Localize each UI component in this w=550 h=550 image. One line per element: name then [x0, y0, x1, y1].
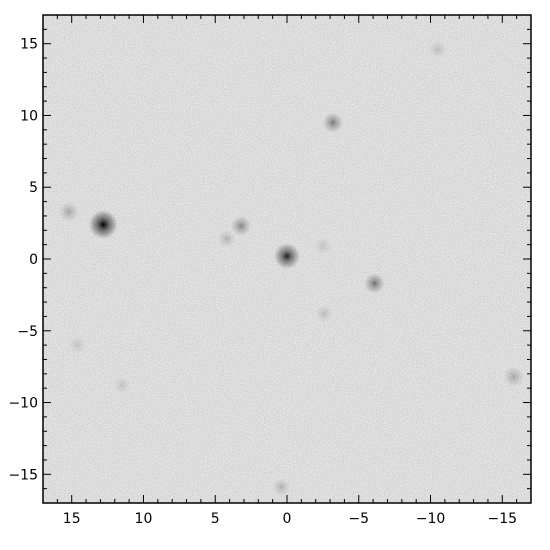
- source-blob: [429, 40, 447, 59]
- axis-tick-labels: 15 10 5 0 −5 −10 −15 15 10 5 0 −5 −10 −15: [8, 37, 517, 527]
- source-blob: [58, 201, 79, 222]
- source-blob: [272, 478, 290, 496]
- y-tick-label: −10: [8, 396, 38, 412]
- source-blob: [231, 215, 252, 237]
- source-blob: [322, 112, 343, 133]
- x-tick-label: 5: [211, 511, 220, 527]
- source-blob: [315, 304, 333, 323]
- sources: [58, 40, 524, 496]
- source-blob: [113, 376, 131, 394]
- y-tick-label: −15: [8, 467, 38, 483]
- y-tick-label: −5: [17, 324, 38, 340]
- source-blob: [88, 210, 118, 239]
- source-blob: [314, 237, 332, 255]
- source-blob: [68, 336, 87, 354]
- x-tick-label: 10: [135, 511, 153, 527]
- y-tick-label: 0: [29, 252, 38, 268]
- x-tick-label: −5: [348, 511, 369, 527]
- source-blob: [218, 230, 236, 248]
- y-tick-label: 15: [20, 37, 38, 53]
- image-area: [43, 15, 531, 503]
- x-tick-label: −15: [488, 511, 518, 527]
- source-blob: [274, 243, 300, 270]
- x-tick-label: 15: [63, 511, 81, 527]
- x-tick-label: 0: [283, 511, 292, 527]
- y-tick-label: 10: [20, 108, 38, 124]
- source-blob: [364, 273, 385, 294]
- y-tick-label: 5: [29, 180, 38, 196]
- source-blob: [503, 366, 524, 387]
- x-tick-label: −10: [416, 511, 446, 527]
- axis-ticks: [42, 14, 532, 504]
